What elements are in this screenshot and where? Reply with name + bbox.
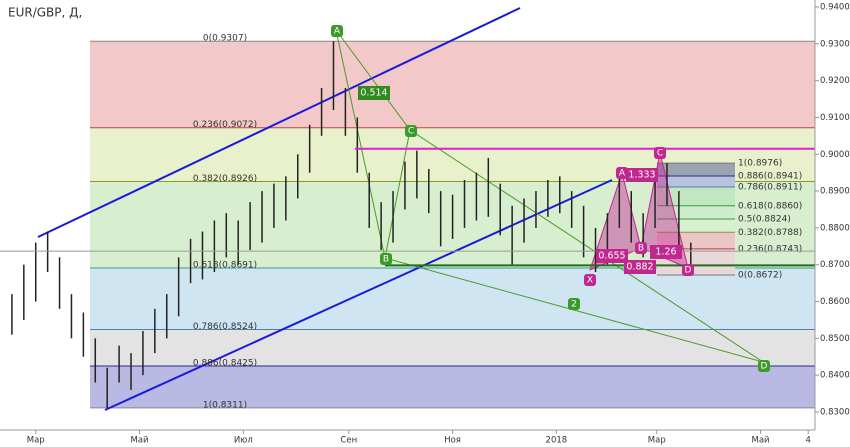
ratio-badge xyxy=(596,249,628,263)
fib-zone xyxy=(657,232,735,249)
fib-label: 0.382(0.8788) xyxy=(738,228,802,238)
drawings xyxy=(37,7,764,411)
pattern-point: 2 xyxy=(571,300,577,310)
y-tick-label: 0.8800 xyxy=(820,223,850,233)
pattern-point-badge xyxy=(635,242,647,254)
fib-zone xyxy=(657,175,735,188)
pattern-point: B xyxy=(638,244,644,254)
fib-zone xyxy=(90,268,815,330)
ratio-badge xyxy=(358,86,390,100)
y-tick-label: 0.8600 xyxy=(820,297,850,307)
y-tick-label: 0.9300 xyxy=(820,39,850,49)
price-bars xyxy=(11,41,692,408)
pattern-point-badge xyxy=(331,25,343,37)
pattern-line xyxy=(335,29,411,131)
x-tick-label: Сен xyxy=(340,436,357,446)
pattern-point-badge xyxy=(682,264,694,276)
pattern-point: C xyxy=(408,127,414,137)
x-tick-label: Ноя xyxy=(444,436,461,446)
ratio-label: 0.655 xyxy=(598,251,625,262)
x-tick-label: 2018 xyxy=(546,436,568,446)
fib-label: 0.236(0.8743) xyxy=(738,244,802,254)
y-tick-label: 0.8500 xyxy=(820,334,850,344)
x-tick-label: Июл xyxy=(234,436,253,446)
pattern-point: A xyxy=(619,169,626,179)
fib-label: 0.786(0.8911) xyxy=(738,183,802,193)
y-tick-label: 0.8700 xyxy=(820,260,850,270)
fib-label: 0.618(0.8691) xyxy=(193,261,257,271)
y-tick-label: 0.9000 xyxy=(820,150,850,160)
pattern-point-badge xyxy=(380,253,392,265)
fib-zone xyxy=(657,205,735,220)
y-tick-label: 0.8900 xyxy=(820,187,850,197)
x-tick-label: Мар xyxy=(648,436,666,446)
ratio-label: 1.333 xyxy=(628,170,655,181)
price-axis xyxy=(815,0,850,447)
pattern-point: A xyxy=(334,27,341,37)
pattern-point-badge xyxy=(758,360,770,372)
ratio-badge xyxy=(626,168,658,182)
pattern-line xyxy=(335,29,764,363)
pattern-point: B xyxy=(383,255,389,265)
fib-zone xyxy=(657,163,735,176)
fib-label: 0.786(0.8524) xyxy=(193,322,257,332)
pattern-point: D xyxy=(685,266,692,276)
x-tick-label: Мар xyxy=(27,436,45,446)
pattern-point: X xyxy=(587,276,593,286)
pattern-point: C xyxy=(657,149,663,159)
ratio-label: 0.882 xyxy=(626,262,653,273)
fib-label: 0.618(0.8860) xyxy=(738,201,802,211)
ratio-label: 1.26 xyxy=(655,247,676,258)
pattern-point-badge xyxy=(584,274,596,286)
x-tick-label: 4 xyxy=(805,436,810,446)
pattern-point-badge xyxy=(654,147,666,159)
fib-label: 0.886(0.8425) xyxy=(193,358,257,368)
fib-label: 1(0.8311) xyxy=(203,400,247,410)
fib-label: 0.382(0.8926) xyxy=(193,174,257,184)
y-tick-label: 0.8300 xyxy=(820,407,850,417)
fib-label: 0(0.9307) xyxy=(203,34,247,44)
y-tick-label: 0.8400 xyxy=(820,371,850,381)
channel-line xyxy=(37,7,521,238)
ratio-badge xyxy=(624,260,656,274)
fib-zone xyxy=(90,41,815,128)
fib-zone xyxy=(90,365,815,408)
ratio-badge xyxy=(650,245,682,259)
ratio-label: 0.514 xyxy=(360,88,387,99)
fib-label: 1(0.8976) xyxy=(738,159,782,169)
x-tick-label: Май xyxy=(130,436,148,446)
pattern-point-badge xyxy=(405,125,417,137)
y-tick-label: 0.9400 xyxy=(820,2,850,12)
x-tick-label: Май xyxy=(752,436,770,446)
fib-label: 0.886(0.8941) xyxy=(738,171,802,181)
pattern-point-badge xyxy=(568,298,580,310)
pattern-point: D xyxy=(761,362,768,372)
pattern-point-badge xyxy=(616,167,628,179)
fib-label: 0.5(0.8824) xyxy=(738,215,791,225)
fib-label: 0.236(0.9072) xyxy=(193,120,257,130)
fib-label: 0(0.8672) xyxy=(738,271,782,281)
y-tick-label: 0.9200 xyxy=(820,76,850,86)
y-tick-label: 0.9100 xyxy=(820,113,850,123)
chart-title: EUR/GBP, Д, xyxy=(8,6,82,20)
fib-zone xyxy=(657,187,735,206)
fib-zone xyxy=(90,329,815,366)
channel-line xyxy=(104,179,613,411)
